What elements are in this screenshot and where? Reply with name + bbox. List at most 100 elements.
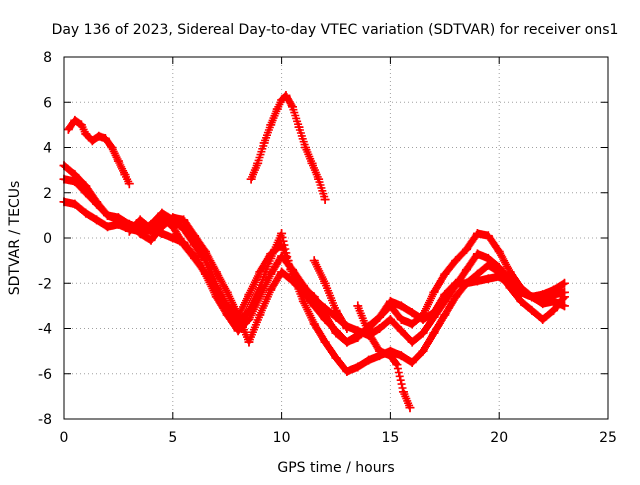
data-point	[549, 290, 559, 300]
x-tick-label: 25	[599, 430, 617, 446]
y-tick-label: -4	[38, 322, 52, 338]
data-point	[342, 324, 352, 333]
data-point	[103, 222, 113, 232]
data-point	[87, 136, 97, 146]
data-point	[81, 181, 91, 191]
data-point	[418, 314, 428, 324]
data-point	[429, 312, 439, 322]
data-point	[407, 337, 417, 347]
data-point	[331, 353, 341, 363]
data-point	[462, 278, 472, 288]
data-point	[179, 238, 189, 248]
data-point	[407, 308, 417, 318]
series-trace-c	[59, 161, 569, 347]
x-axis-label: GPS time / hours	[277, 460, 394, 476]
data-point	[113, 213, 123, 223]
data-point	[527, 305, 537, 315]
data-point	[472, 276, 482, 286]
data-point	[277, 267, 287, 277]
data-point	[301, 143, 311, 152]
data-point	[483, 231, 493, 241]
data-point	[320, 303, 330, 313]
data-point	[63, 124, 73, 134]
data-point	[287, 265, 297, 275]
data-point	[211, 292, 221, 302]
data-point	[76, 120, 86, 130]
data-point	[266, 285, 276, 295]
data-point	[233, 310, 243, 320]
data-point	[331, 326, 341, 336]
data-point	[294, 122, 304, 132]
data-point	[440, 269, 450, 279]
data-point	[200, 269, 210, 279]
data-point	[451, 281, 461, 291]
data-point	[259, 138, 269, 148]
data-point	[375, 346, 385, 356]
series-trace-early-high	[63, 115, 134, 189]
data-point	[135, 215, 145, 225]
data-point	[440, 310, 450, 320]
y-tick-label: -8	[38, 412, 52, 428]
data-point	[527, 292, 537, 302]
series-trace-midday-peak	[246, 90, 330, 205]
data-point	[320, 278, 330, 288]
y-tick-label: 0	[43, 231, 52, 247]
data-point	[157, 208, 167, 218]
data-point	[309, 256, 319, 266]
data-point	[120, 170, 130, 180]
data-point	[157, 228, 167, 238]
data-point	[418, 346, 428, 356]
data-point	[353, 326, 363, 336]
data-point	[407, 357, 417, 367]
data-point	[113, 156, 123, 166]
data-point	[364, 355, 374, 365]
chart-title: Day 136 of 2023, Sidereal Day-to-day VTE…	[52, 22, 619, 38]
data-point	[385, 314, 395, 324]
data-point	[168, 233, 178, 243]
data-point	[255, 310, 265, 320]
data-point	[440, 296, 450, 306]
data-point	[222, 310, 232, 320]
data-point	[146, 235, 156, 245]
data-point	[146, 224, 156, 234]
data-point	[103, 210, 113, 220]
data-point	[353, 301, 363, 311]
data-point	[451, 292, 461, 302]
data-point	[538, 294, 548, 304]
data-point	[396, 314, 406, 324]
data-point	[320, 195, 330, 205]
data-point	[364, 328, 374, 338]
data-layer	[59, 90, 569, 413]
data-point	[353, 362, 363, 372]
series-trace-dip	[353, 301, 415, 413]
data-point	[407, 319, 417, 329]
data-point	[100, 133, 110, 143]
x-tick-label: 5	[168, 430, 177, 446]
data-point	[211, 267, 221, 277]
data-point	[92, 197, 102, 207]
x-tick-label: 10	[273, 430, 291, 446]
data-point	[331, 305, 341, 315]
y-tick-label: 6	[43, 95, 52, 111]
data-point	[277, 228, 287, 238]
data-point	[107, 143, 117, 152]
data-point	[309, 319, 319, 329]
y-tick-label: -2	[38, 276, 52, 292]
data-point	[418, 328, 428, 338]
data-point	[429, 287, 439, 297]
y-tick-label: 2	[43, 186, 52, 202]
data-point	[451, 256, 461, 266]
data-point	[70, 170, 80, 180]
data-point	[124, 179, 134, 189]
data-point	[255, 292, 265, 302]
data-point	[549, 305, 559, 315]
data-point	[385, 296, 395, 306]
data-point	[494, 247, 504, 257]
data-point	[462, 244, 472, 254]
data-point	[385, 351, 395, 361]
data-point	[277, 95, 287, 105]
data-point	[253, 158, 263, 168]
series-trace-short	[309, 256, 352, 333]
data-point	[233, 326, 243, 336]
